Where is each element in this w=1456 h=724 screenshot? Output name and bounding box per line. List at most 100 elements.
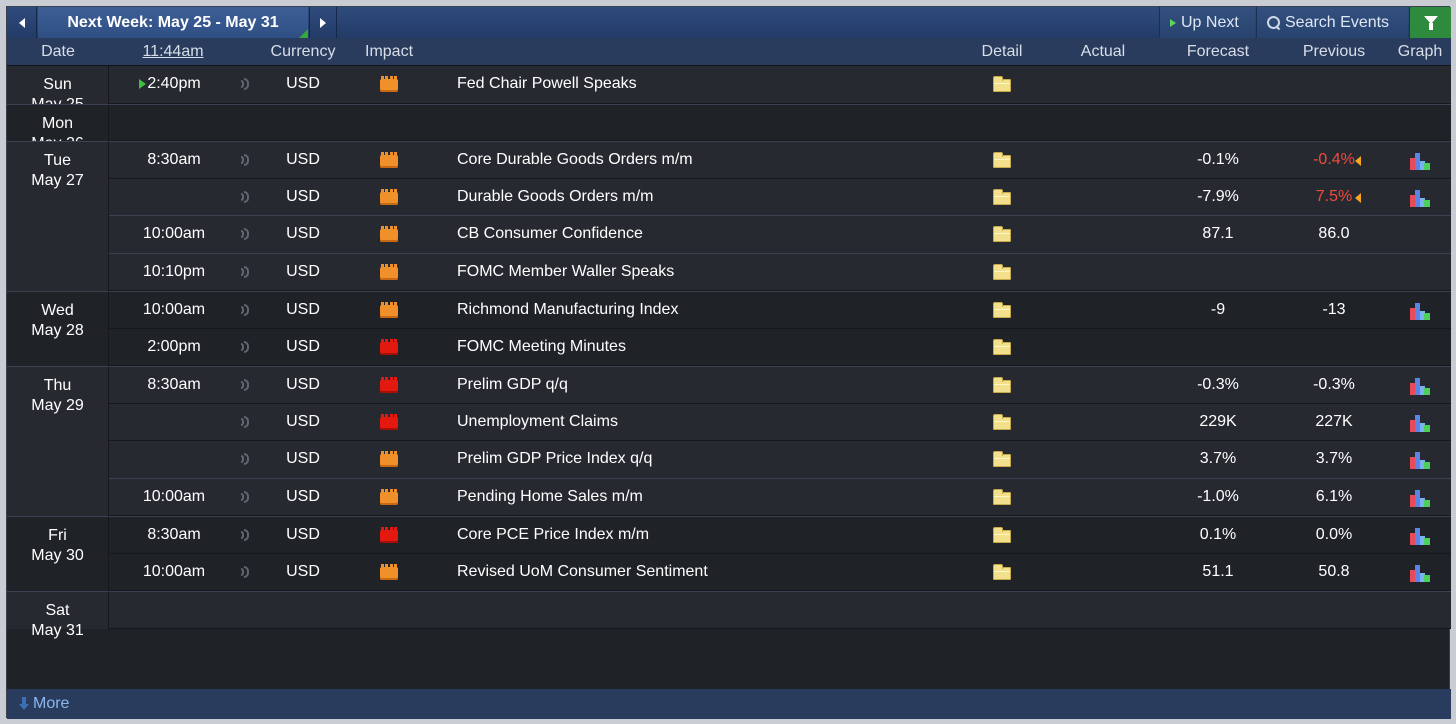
event-title[interactable]: Revised UoM Consumer Sentiment xyxy=(457,562,708,580)
speaker-icon[interactable] xyxy=(240,452,252,466)
graph-icon[interactable] xyxy=(1410,153,1430,170)
day-cell: Fri May 30 xyxy=(7,516,109,591)
speaker-icon[interactable] xyxy=(240,565,252,579)
impact-icon-teeth xyxy=(381,451,397,455)
impact-tooth xyxy=(385,488,389,493)
chevron-right-icon xyxy=(320,17,326,28)
event-row[interactable]: USD Unemployment Claims 229K 227K xyxy=(7,403,1451,441)
event-row[interactable]: 8:30am USD Core PCE Price Index m/m 0.1% 0.0… xyxy=(7,516,1451,554)
detail-folder-icon[interactable] xyxy=(993,152,1011,168)
impact-icon-teeth xyxy=(381,413,397,418)
event-title[interactable]: Unemployment Claims xyxy=(457,412,618,430)
graph-icon[interactable] xyxy=(1410,414,1430,432)
event-title[interactable]: FOMC Meeting Minutes xyxy=(457,337,626,355)
filter-button[interactable] xyxy=(1409,7,1451,38)
event-row[interactable]: 10:10pm USD FOMC Member Waller Speaks xyxy=(7,252,1451,291)
event-row[interactable]: 2:00pm USD FOMC Meeting Minutes xyxy=(7,328,1451,366)
search-events-button[interactable]: Search Events xyxy=(1256,7,1408,38)
event-row[interactable]: 10:00am USD Pending Home Sales m/m -1.0% 6.1… xyxy=(7,477,1451,516)
graph-icon-bar xyxy=(1415,489,1420,507)
event-title[interactable]: Core PCE Price Index m/m xyxy=(457,526,650,543)
event-title[interactable]: Core Durable Goods Orders m/m xyxy=(457,151,693,168)
event-title[interactable]: FOMC Member Waller Speaks xyxy=(457,262,675,280)
next-week-button[interactable] xyxy=(309,7,337,38)
event-previous: -0.4% xyxy=(1313,151,1355,168)
graph-icon-bar xyxy=(1424,499,1430,507)
event-row[interactable]: 8:30am USD Core Durable Goods Orders m/m -0… xyxy=(7,141,1451,179)
more-link[interactable]: More xyxy=(19,695,69,713)
event-row[interactable]: 10:00am USD Richmond Manufacturing Index -9… xyxy=(7,291,1451,329)
detail-folder-icon[interactable] xyxy=(993,338,1011,355)
event-title[interactable]: Prelim GDP q/q xyxy=(457,376,568,393)
event-title[interactable]: Pending Home Sales m/m xyxy=(457,487,643,505)
day-cell: Sat May 31 xyxy=(7,591,109,639)
graph-icon-bar xyxy=(1410,457,1415,469)
event-currency: USD xyxy=(286,75,320,92)
up-next-label: Up Next xyxy=(1181,13,1239,31)
detail-folder-icon[interactable] xyxy=(993,263,1011,280)
event-title[interactable]: Richmond Manufacturing Index xyxy=(457,301,679,318)
graph-icon[interactable] xyxy=(1410,452,1430,469)
detail-column-header: Detail xyxy=(981,43,1023,60)
impact-tooth xyxy=(389,563,393,568)
speaker-icon[interactable] xyxy=(240,415,252,429)
impact-tooth xyxy=(389,152,393,156)
event-row[interactable]: USD Durable Goods Orders m/m -7.9% 7.5% xyxy=(7,178,1451,216)
event-row[interactable]: 10:00am USD Revised UoM Consumer Sentiment… xyxy=(7,553,1451,591)
week-title[interactable]: Next Week: May 25 - May 31 xyxy=(38,7,308,38)
speaker-icon[interactable] xyxy=(240,77,252,91)
filter-icon xyxy=(1423,15,1438,30)
detail-folder-icon[interactable] xyxy=(993,188,1011,205)
event-title[interactable]: Prelim GDP Price Index q/q xyxy=(457,450,653,467)
detail-folder-icon[interactable] xyxy=(993,302,1011,318)
impact-tooth xyxy=(381,377,384,381)
detail-folder-icon[interactable] xyxy=(993,563,1011,580)
revised-marker-icon[interactable] xyxy=(1355,192,1361,203)
previous-week-button[interactable] xyxy=(7,7,37,38)
speaker-icon[interactable] xyxy=(240,227,252,241)
speaker-icon[interactable] xyxy=(240,528,252,542)
event-row[interactable]: 10:00am USD CB Consumer Confidence 87.1 86.0 xyxy=(7,215,1451,254)
graph-icon-bar xyxy=(1420,197,1425,207)
detail-folder-icon[interactable] xyxy=(993,76,1011,92)
speaker-icon[interactable] xyxy=(240,153,252,167)
column-header-row: Date 11:44am Currency Impact Detail Actu… xyxy=(7,38,1451,66)
graph-icon[interactable] xyxy=(1410,528,1430,545)
speaker-icon[interactable] xyxy=(240,340,252,354)
speaker-icon[interactable] xyxy=(240,303,252,317)
detail-folder-icon[interactable] xyxy=(993,377,1011,393)
event-row[interactable] xyxy=(7,591,1451,629)
speaker-icon[interactable] xyxy=(240,378,252,392)
graph-icon[interactable] xyxy=(1410,303,1430,320)
detail-folder-icon[interactable] xyxy=(993,413,1011,430)
graph-icon[interactable] xyxy=(1410,189,1430,207)
graph-icon[interactable] xyxy=(1410,378,1430,395)
event-title[interactable]: Durable Goods Orders m/m xyxy=(457,187,654,205)
detail-folder-icon[interactable] xyxy=(993,488,1011,505)
event-row[interactable]: USD Prelim GDP Price Index q/q 3.7% 3.7% xyxy=(7,441,1451,479)
graph-icon-bar xyxy=(1420,311,1425,320)
event-forecast: -0.3% xyxy=(1197,376,1239,393)
impact-icon-teeth xyxy=(381,152,397,156)
up-next-button[interactable]: Up Next xyxy=(1159,7,1255,38)
detail-folder-icon[interactable] xyxy=(993,527,1011,543)
graph-icon-bar xyxy=(1415,378,1420,395)
speaker-icon[interactable] xyxy=(240,265,252,279)
detail-folder-icon[interactable] xyxy=(993,226,1011,242)
current-time-link[interactable]: 11:44am xyxy=(142,43,204,60)
impact-tooth xyxy=(389,302,393,306)
event-title[interactable]: CB Consumer Confidence xyxy=(457,225,643,242)
graph-icon[interactable] xyxy=(1410,489,1430,507)
event-row[interactable]: 2:40pm USD Fed Chair Powell Speaks xyxy=(7,66,1451,104)
revised-marker-icon[interactable] xyxy=(1355,156,1361,166)
event-title[interactable]: Fed Chair Powell Speaks xyxy=(457,75,637,92)
graph-icon[interactable] xyxy=(1410,564,1430,582)
speaker-icon[interactable] xyxy=(240,190,252,204)
event-row[interactable]: 8:30am USD Prelim GDP q/q -0.3% -0.3% xyxy=(7,366,1451,404)
event-row[interactable] xyxy=(7,103,1451,141)
sound-wave-large xyxy=(244,529,249,541)
impact-tooth xyxy=(381,488,384,493)
impact-tooth xyxy=(385,451,389,455)
speaker-icon[interactable] xyxy=(240,490,252,504)
detail-folder-icon[interactable] xyxy=(993,451,1011,467)
